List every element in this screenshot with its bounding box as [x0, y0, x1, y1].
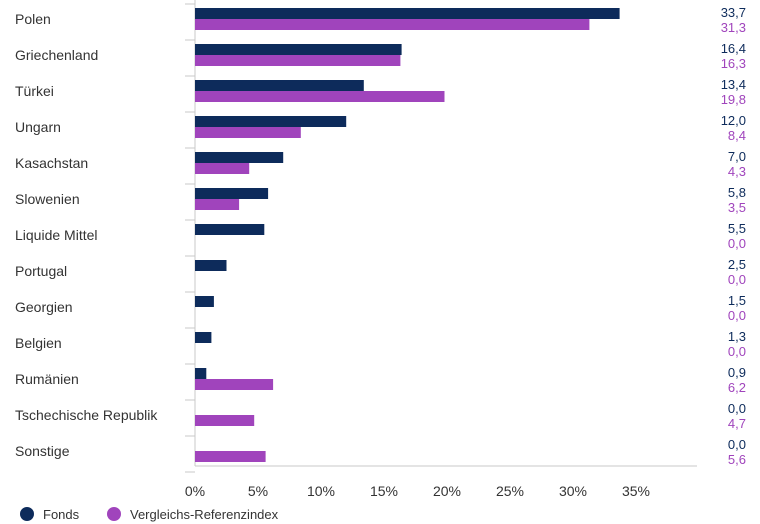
- value-label-fonds-georgien: 1,5: [728, 293, 746, 308]
- value-label-vergleichs-referenzindex-ungarn: 8,4: [728, 128, 746, 143]
- bar-fonds-polen: [195, 8, 620, 19]
- value-label-fonds-polen: 33,7: [721, 5, 746, 20]
- chart-axes: [185, 0, 697, 473]
- x-tick-label: 10%: [307, 483, 335, 499]
- value-label-vergleichs-referenzindex-georgien: 0,0: [728, 308, 746, 323]
- bar-vergleichs-referenzindex-t-rkei: [195, 91, 445, 102]
- value-label-vergleichs-referenzindex-tschechische-republik: 4,7: [728, 416, 746, 431]
- bar-fonds-slowenien: [195, 188, 269, 199]
- value-label-vergleichs-referenzindex-griechenland: 16,3: [721, 56, 746, 71]
- x-tick-label: 35%: [622, 483, 650, 499]
- value-label-vergleichs-referenzindex-sonstige: 5,6: [728, 452, 746, 467]
- category-label-sonstige: Sonstige: [15, 443, 70, 459]
- value-label-fonds-t-rkei: 13,4: [721, 77, 746, 92]
- bar-vergleichs-referenzindex-polen: [195, 19, 590, 30]
- value-label-vergleichs-referenzindex-kasachstan: 4,3: [728, 164, 746, 179]
- bar-vergleichs-referenzindex-sonstige: [195, 451, 266, 462]
- value-label-fonds-slowenien: 5,8: [728, 185, 746, 200]
- value-label-fonds-rum-nien: 0,9: [728, 365, 746, 380]
- x-tick-label: 15%: [370, 483, 398, 499]
- bar-vergleichs-referenzindex-ungarn: [195, 127, 301, 138]
- x-tick-label: 0%: [185, 483, 205, 499]
- value-label-fonds-liquide-mittel: 5,5: [728, 221, 746, 236]
- bar-vergleichs-referenzindex-kasachstan: [195, 163, 250, 174]
- bar-fonds-rum-nien: [195, 368, 207, 379]
- category-label-tschechische-republik: Tschechische Republik: [15, 407, 158, 423]
- legend-marker-fonds: [20, 507, 34, 521]
- value-label-vergleichs-referenzindex-portugal: 0,0: [728, 272, 746, 287]
- x-tick-label: 30%: [559, 483, 587, 499]
- chart-bars: [195, 8, 620, 462]
- value-label-vergleichs-referenzindex-rum-nien: 6,2: [728, 380, 746, 395]
- category-label-rum-nien: Rumänien: [15, 371, 79, 387]
- category-label-georgien: Georgien: [15, 299, 73, 315]
- bar-vergleichs-referenzindex-griechenland: [195, 55, 401, 66]
- category-label-polen: Polen: [15, 11, 51, 27]
- bar-fonds-t-rkei: [195, 80, 364, 91]
- category-label-t-rkei: Türkei: [15, 83, 54, 99]
- x-tick-label: 20%: [433, 483, 461, 499]
- value-label-vergleichs-referenzindex-slowenien: 3,5: [728, 200, 746, 215]
- value-label-fonds-tschechische-republik: 0,0: [728, 401, 746, 416]
- value-label-vergleichs-referenzindex-liquide-mittel: 0,0: [728, 236, 746, 251]
- value-label-fonds-griechenland: 16,4: [721, 41, 746, 56]
- x-tick-label: 5%: [248, 483, 268, 499]
- bar-fonds-ungarn: [195, 116, 347, 127]
- bar-vergleichs-referenzindex-slowenien: [195, 199, 240, 210]
- x-tick-label: 25%: [496, 483, 524, 499]
- bar-fonds-kasachstan: [195, 152, 284, 163]
- category-label-slowenien: Slowenien: [15, 191, 80, 207]
- value-label-vergleichs-referenzindex-polen: 31,3: [721, 20, 746, 35]
- value-label-fonds-kasachstan: 7,0: [728, 149, 746, 164]
- legend-label-vergleichs-referenzindex: Vergleichs-Referenzindex: [130, 507, 279, 522]
- bar-fonds-portugal: [195, 260, 227, 271]
- bar-vergleichs-referenzindex-rum-nien: [195, 379, 274, 390]
- category-label-ungarn: Ungarn: [15, 119, 61, 135]
- category-label-liquide-mittel: Liquide Mittel: [15, 227, 98, 243]
- value-label-fonds-sonstige: 0,0: [728, 437, 746, 452]
- category-labels: Polen Griechenland Türkei Ungarn Kasachstan S…: [15, 11, 158, 459]
- bar-fonds-belgien: [195, 332, 212, 343]
- category-label-belgien: Belgien: [15, 335, 62, 351]
- legend-marker-vergleichs-referenzindex: [107, 507, 121, 521]
- bar-vergleichs-referenzindex-tschechische-republik: [195, 415, 255, 426]
- value-label-fonds-belgien: 1,3: [728, 329, 746, 344]
- value-labels: 33,731,3 16,416,3 13,419,8 12,08,4 7,04,3 5,8…: [721, 5, 746, 467]
- bar-fonds-griechenland: [195, 44, 402, 55]
- category-label-kasachstan: Kasachstan: [15, 155, 88, 171]
- value-label-vergleichs-referenzindex-belgien: 0,0: [728, 344, 746, 359]
- category-label-griechenland: Griechenland: [15, 47, 98, 63]
- value-label-fonds-portugal: 2,5: [728, 257, 746, 272]
- bar-fonds-liquide-mittel: [195, 224, 265, 235]
- bar-fonds-georgien: [195, 296, 214, 307]
- x-tick-labels: 0% 5% 10% 15% 20% 25% 30% 35%: [185, 483, 650, 499]
- value-label-vergleichs-referenzindex-t-rkei: 19,8: [721, 92, 746, 107]
- legend-label-fonds: Fonds: [43, 507, 80, 522]
- value-label-fonds-ungarn: 12,0: [721, 113, 746, 128]
- chart-legend: Fonds Vergleichs-Referenzindex: [20, 507, 279, 522]
- category-label-portugal: Portugal: [15, 263, 67, 279]
